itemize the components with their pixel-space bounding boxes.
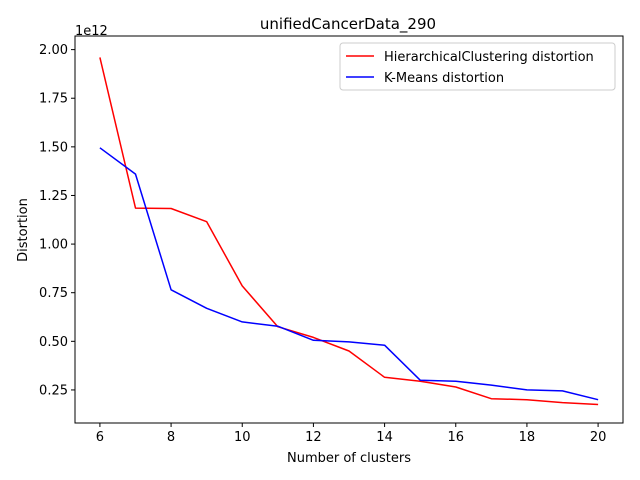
y-tick-label: 1.00: [39, 238, 68, 253]
series-line: [99, 57, 599, 406]
y-axis-title: Distortion: [16, 198, 31, 262]
legend-label: K-Means distortion: [384, 71, 504, 86]
x-tick-label: 14: [376, 430, 393, 445]
y-axis: 0.25 0.50 0.75 1.00 1.25 1.50 1.75 2.00: [39, 43, 75, 398]
x-tick-label: 20: [590, 430, 607, 445]
x-tick-label: 12: [305, 430, 322, 445]
y-tick-label: 0.25: [39, 383, 68, 398]
x-tick-label: 18: [519, 430, 536, 445]
y-tick-label: 1.50: [39, 140, 68, 155]
chart-title: unifiedCancerData_290: [260, 15, 436, 34]
x-tick-label: 8: [167, 430, 175, 445]
legend-label: HierarchicalClustering distortion: [384, 50, 594, 65]
y-tick-label: 0.75: [39, 286, 68, 301]
y-tick-label: 0.50: [39, 335, 68, 350]
y-tick-label: 1.25: [39, 189, 68, 204]
x-axis-title: Number of clusters: [287, 451, 411, 466]
series-layer: [99, 57, 599, 406]
y-tick-label: 1.75: [39, 92, 68, 107]
series-line: [99, 147, 599, 401]
y-offset-label: 1e12: [75, 24, 108, 39]
y-tick-label: 2.00: [39, 43, 68, 58]
x-tick-label: 6: [96, 430, 104, 445]
x-tick-label: 16: [447, 430, 464, 445]
legend: HierarchicalClustering distortion K-Means…: [339, 42, 616, 91]
x-tick-label: 10: [234, 430, 251, 445]
legend-box: [339, 42, 616, 91]
x-axis: 6 8 10 12 14 16 18 20: [96, 423, 607, 445]
plot-frame: [74, 35, 624, 424]
